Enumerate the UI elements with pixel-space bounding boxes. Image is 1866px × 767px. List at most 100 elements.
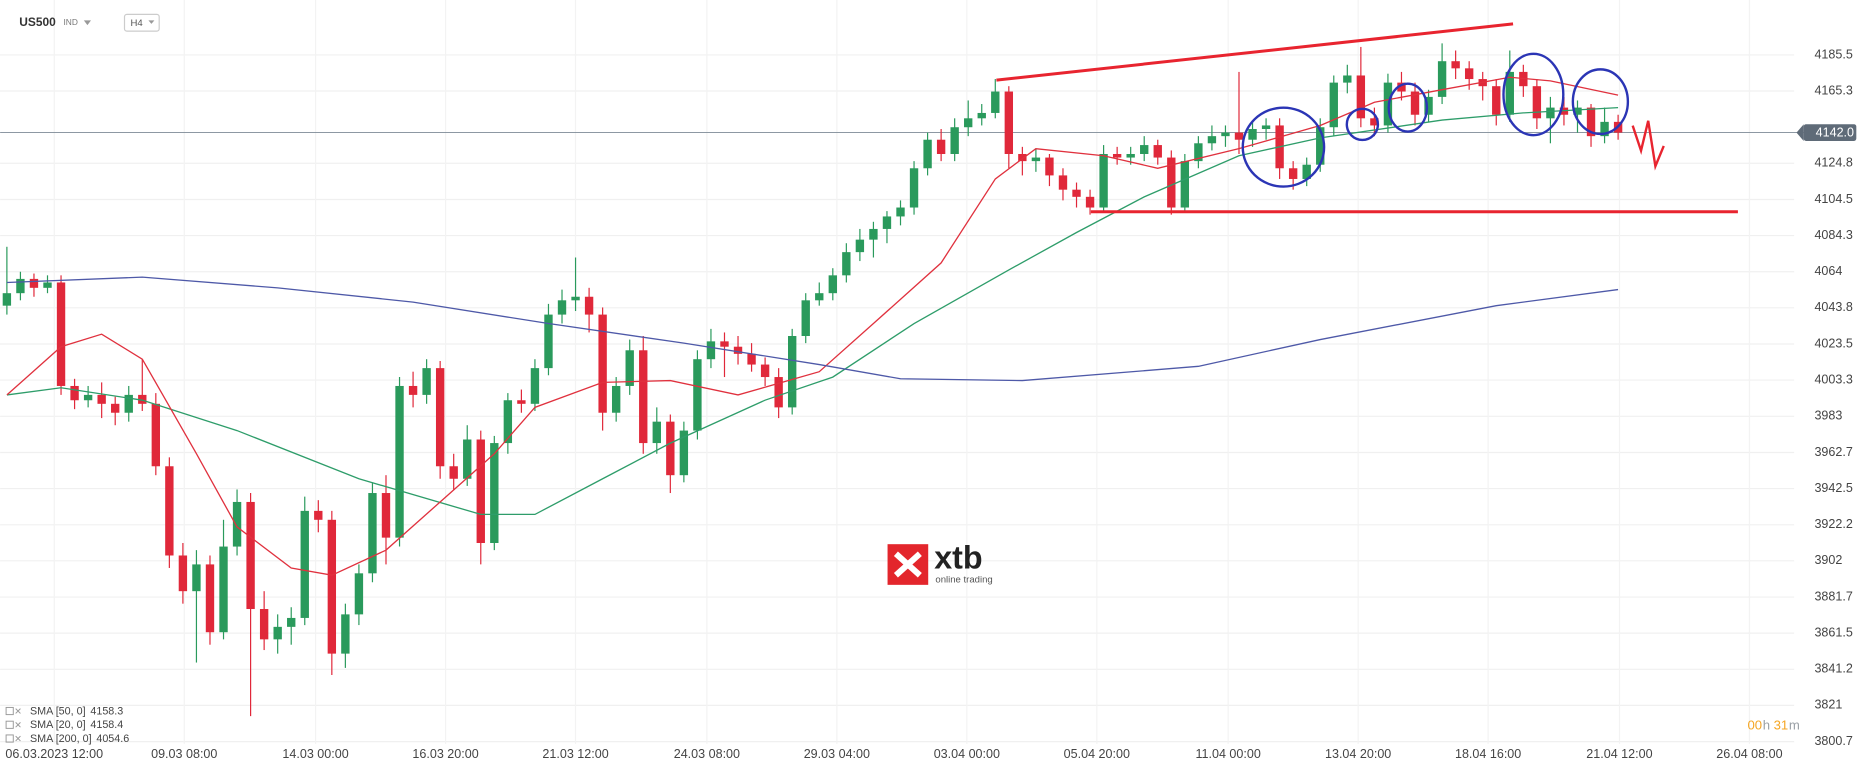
legend-name: SMA [200, 0] <box>30 733 92 745</box>
y-tick-label: 4023.5 <box>1814 336 1852 350</box>
x-tick-label: 09.03 08:00 <box>151 747 217 761</box>
candle-body <box>111 403 120 413</box>
candle-body <box>1140 145 1149 154</box>
candle-body <box>1234 132 1244 140</box>
candle-body <box>1180 161 1190 208</box>
candle-body <box>706 341 716 360</box>
x-tick-label: 26.04 08:00 <box>1716 747 1782 761</box>
candle-body <box>1004 91 1014 154</box>
candle-body <box>395 385 404 538</box>
candle-body <box>341 614 350 654</box>
candle-body <box>1370 118 1379 126</box>
y-tick-label: 3881.7 <box>1814 589 1852 603</box>
x-tick-label: 11.04 00:00 <box>1195 747 1260 761</box>
candle-body <box>1072 189 1081 197</box>
candle-body <box>1221 132 1230 137</box>
candle-body <box>381 493 391 538</box>
candle-body <box>679 430 689 476</box>
candle-body <box>327 519 337 654</box>
y-tick-label: 3962.7 <box>1814 445 1852 459</box>
candle-body <box>1437 61 1447 97</box>
candle-body <box>1424 96 1433 115</box>
candle-body <box>1492 86 1501 115</box>
legend-close-icon <box>15 708 21 714</box>
candle-body <box>205 564 215 633</box>
x-tick-label: 16.03 20:00 <box>412 747 478 761</box>
y-tick-label: 3800.7 <box>1814 734 1852 748</box>
logo-tagline: online trading <box>935 575 992 586</box>
legend-value: 4158.4 <box>90 719 123 731</box>
interval: H4 <box>130 18 143 29</box>
candle-body <box>760 364 770 378</box>
dropdown-icon[interactable] <box>83 20 92 26</box>
candle-body <box>869 228 878 240</box>
symbol: US500 <box>19 15 56 29</box>
candle-body <box>1207 136 1217 144</box>
x-tick-label: 13.04 20:00 <box>1325 747 1391 761</box>
candle-body <box>1085 196 1095 208</box>
candle-body <box>435 368 445 467</box>
candle-body <box>1410 91 1420 115</box>
candle-body <box>828 275 837 294</box>
candle-body <box>1194 143 1203 162</box>
candle-body <box>219 546 228 633</box>
dropdown-icon <box>148 20 155 24</box>
candle-body <box>246 501 255 610</box>
candle-body <box>1099 153 1108 208</box>
candle-body <box>1126 153 1135 158</box>
candle-body <box>1167 157 1176 208</box>
y-tick-label: 3841.2 <box>1814 662 1852 676</box>
candle-body <box>991 91 1000 113</box>
legend-value: 4054.6 <box>96 733 129 745</box>
candle-body <box>490 443 499 543</box>
candle-body <box>449 466 458 479</box>
y-tick-label: 4043.8 <box>1814 300 1852 314</box>
legend-value: 4158.3 <box>90 705 123 717</box>
candle-body <box>1505 71 1514 115</box>
candle-body <box>1451 61 1460 69</box>
candle-body <box>97 394 106 404</box>
x-tick-label: 24.03 08:00 <box>674 747 740 761</box>
candle-body <box>83 394 93 401</box>
y-tick-label: 3983 <box>1814 409 1842 423</box>
candle-body <box>1356 75 1366 119</box>
y-tick-label: 3821 <box>1814 698 1842 712</box>
candle-body <box>571 296 580 301</box>
candle-body <box>1600 121 1609 137</box>
candle-body <box>300 510 309 618</box>
candle-body <box>1248 129 1257 140</box>
candle-body <box>1058 175 1068 190</box>
overlay: 4185.5 4165.3 4124.8 4104.5 4084.3 4064 4043.8… <box>5 47 1857 761</box>
candle-body <box>1261 125 1271 130</box>
candle-body <box>1288 168 1298 179</box>
candle-body <box>639 350 648 444</box>
candle-body <box>855 239 865 253</box>
candle-body <box>463 439 472 479</box>
candle-body <box>1546 107 1555 119</box>
candle-body <box>1464 68 1474 80</box>
logo: xtb online trading <box>887 539 993 586</box>
candle-body <box>936 139 946 154</box>
candle-body <box>666 421 675 476</box>
y-tick-label: 3902 <box>1814 553 1842 567</box>
x-tick-label: 03.04 00:00 <box>934 747 1000 761</box>
candle-body <box>192 564 201 592</box>
candle-body <box>1031 157 1041 162</box>
candle-body <box>1018 153 1027 162</box>
candle-body <box>923 139 932 169</box>
candle-body <box>368 493 377 574</box>
countdown-part: m <box>1789 717 1800 732</box>
zigzag-forecast <box>1631 120 1665 171</box>
y-tick-label: 3922.2 <box>1814 517 1852 531</box>
x-tick-label: 14.03 00:00 <box>282 747 348 761</box>
candle-body <box>1397 82 1406 92</box>
candle-body <box>909 168 919 208</box>
interval-box[interactable] <box>123 13 160 32</box>
candle-body <box>1329 82 1338 128</box>
legend-name: SMA [20, 0] <box>30 719 86 731</box>
logo-x <box>893 551 922 578</box>
candle-body <box>720 341 729 347</box>
countdown-part: h <box>1763 717 1770 732</box>
